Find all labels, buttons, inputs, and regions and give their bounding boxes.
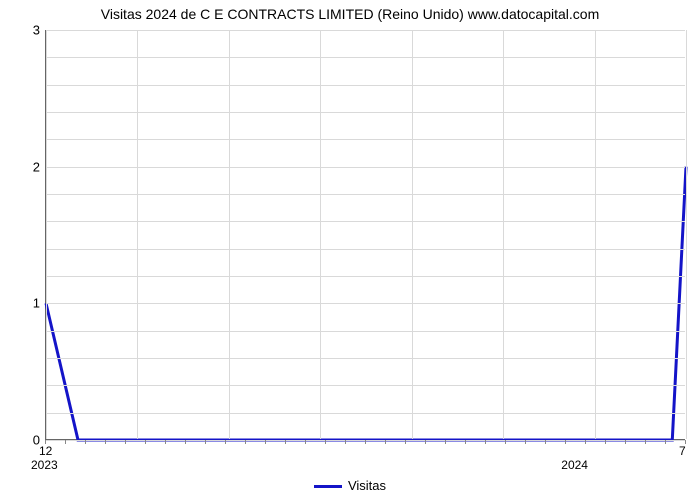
chart-area: 0123 12720232024	[45, 30, 685, 440]
plot-region: 0123	[45, 30, 685, 440]
y-tick-label: 1	[20, 296, 40, 311]
x-year-label: 2024	[561, 458, 588, 472]
y-tick-label: 2	[20, 159, 40, 174]
legend: Visitas	[0, 478, 700, 493]
x-month-label: 12	[39, 444, 52, 458]
y-tick-label: 0	[20, 433, 40, 448]
chart-title: Visitas 2024 de C E CONTRACTS LIMITED (R…	[0, 0, 700, 22]
y-tick-label: 3	[20, 23, 40, 38]
x-year-label: 2023	[31, 458, 58, 472]
line-series	[46, 30, 686, 440]
legend-swatch	[314, 485, 342, 488]
x-month-label: 7	[679, 444, 686, 458]
legend-label: Visitas	[348, 478, 386, 493]
